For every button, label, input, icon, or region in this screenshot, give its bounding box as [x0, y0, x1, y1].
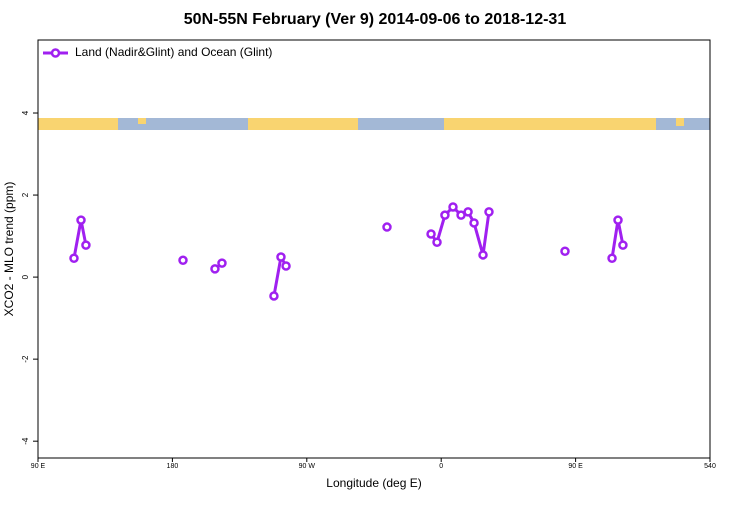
point [81, 240, 91, 250]
legend-label: Land (Nadir&Glint) and Ocean (Glint) [75, 45, 272, 59]
point [178, 255, 188, 266]
series-line [72, 204, 625, 297]
point [382, 222, 392, 232]
point [210, 264, 220, 274]
map-strip [38, 118, 710, 130]
point [613, 215, 623, 225]
y-tick-label: -2 [21, 355, 30, 363]
point [463, 207, 473, 217]
point [217, 258, 227, 268]
point [448, 202, 458, 212]
x-tick-label: 90 E [31, 463, 46, 470]
point [269, 291, 279, 301]
x-tick-label: 90 E [568, 463, 583, 470]
x-tick-label: 0 [439, 463, 443, 470]
x-axis-label: Longitude (deg E) [326, 476, 421, 490]
point [607, 253, 617, 263]
x-tick-label: 540 [704, 463, 716, 470]
point [276, 252, 286, 262]
point [456, 210, 466, 220]
chart-title: 50N-55N February (Ver 9) 2014-09-06 to 2… [184, 11, 567, 28]
y-tick-label: 0 [21, 274, 30, 279]
point [426, 229, 436, 239]
point [440, 210, 450, 220]
point [281, 261, 291, 271]
point [478, 250, 488, 260]
y-tick-label: -4 [21, 437, 30, 445]
y-tick-label: 2 [21, 192, 30, 197]
y-axis-label: XCO2 - MLO trend (ppm) [2, 182, 16, 317]
point [469, 218, 479, 228]
point [618, 240, 628, 250]
point [432, 237, 442, 247]
legend-marker [50, 48, 61, 58]
point [484, 207, 494, 217]
point [76, 215, 86, 225]
x-tick-label: 180 [167, 463, 179, 470]
point [69, 253, 79, 263]
x-tick-label: 90 W [299, 463, 316, 470]
y-tick-label: 4 [21, 110, 30, 115]
plot-frame [37, 39, 711, 459]
point [560, 246, 570, 257]
